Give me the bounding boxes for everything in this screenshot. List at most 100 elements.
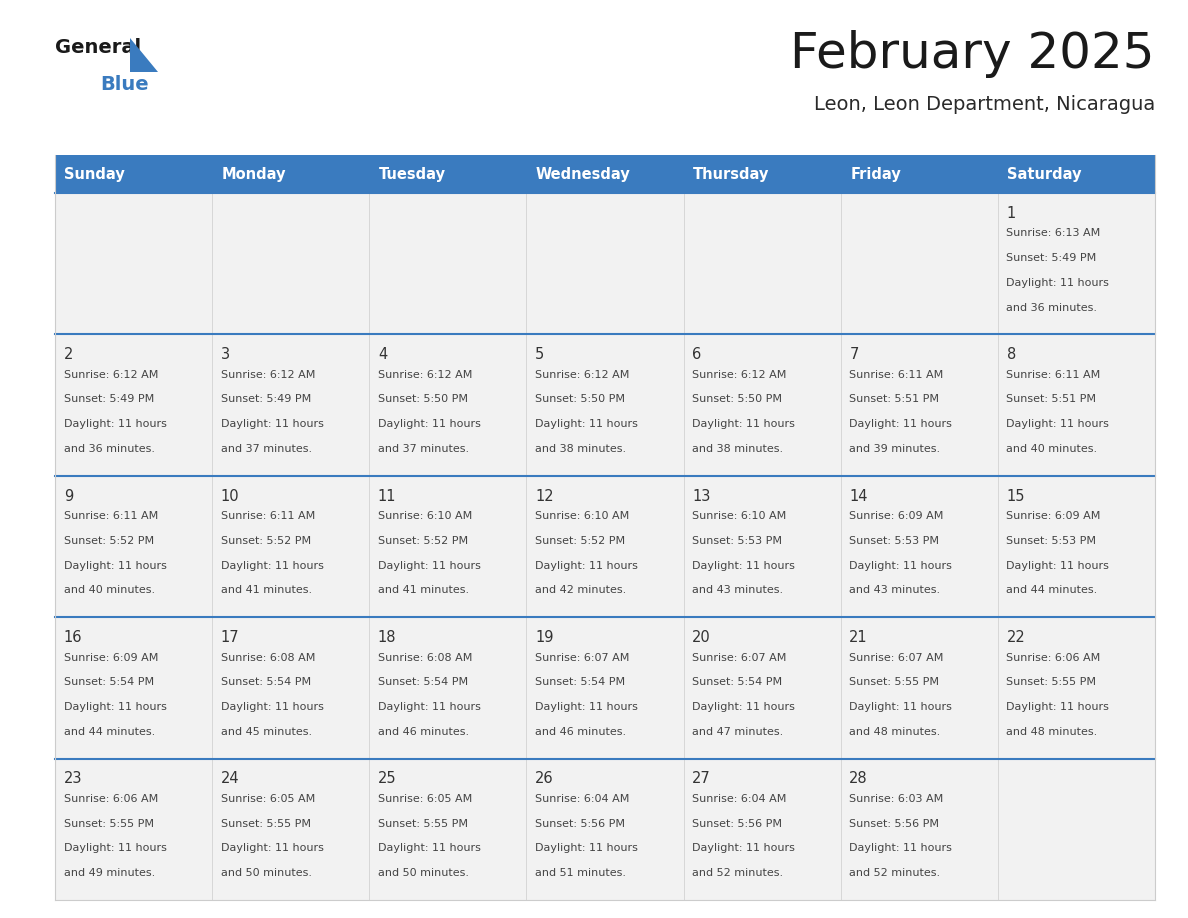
Bar [369,334,526,476]
Text: 27: 27 [693,771,710,787]
Text: 20: 20 [693,630,710,645]
Text: and 36 minutes.: and 36 minutes. [64,444,154,454]
Text: and 52 minutes.: and 52 minutes. [693,868,783,879]
Bar [369,758,526,900]
Bar [213,617,369,758]
Text: and 46 minutes.: and 46 minutes. [378,727,469,737]
Bar [55,476,213,617]
Text: and 36 minutes.: and 36 minutes. [1006,303,1098,313]
Text: Sunrise: 6:10 AM: Sunrise: 6:10 AM [378,511,472,521]
Text: Daylight: 11 hours: Daylight: 11 hours [849,420,953,430]
Text: 6: 6 [693,347,701,362]
Bar [213,476,369,617]
Bar [998,758,1155,900]
Text: Sunrise: 6:12 AM: Sunrise: 6:12 AM [64,370,158,380]
Polygon shape [129,38,158,72]
Text: Sunset: 5:49 PM: Sunset: 5:49 PM [1006,253,1097,263]
Text: 4: 4 [378,347,387,362]
Text: Sunrise: 6:09 AM: Sunrise: 6:09 AM [64,653,158,663]
Text: Sunset: 5:54 PM: Sunset: 5:54 PM [64,677,153,688]
Text: 12: 12 [535,488,554,504]
Bar [526,617,683,758]
Text: 18: 18 [378,630,397,645]
Text: Daylight: 11 hours: Daylight: 11 hours [64,561,166,571]
Text: Sunset: 5:49 PM: Sunset: 5:49 PM [64,395,154,405]
Text: Sunrise: 6:08 AM: Sunrise: 6:08 AM [378,653,473,663]
Bar [526,476,683,617]
Text: Tuesday: Tuesday [379,166,446,182]
Text: and 37 minutes.: and 37 minutes. [221,444,312,454]
Text: 28: 28 [849,771,868,787]
Text: Sunrise: 6:12 AM: Sunrise: 6:12 AM [535,370,630,380]
Text: 11: 11 [378,488,397,504]
Bar [841,758,998,900]
Text: and 48 minutes.: and 48 minutes. [1006,727,1098,737]
Text: Sunset: 5:53 PM: Sunset: 5:53 PM [849,536,940,546]
Text: Sunrise: 6:05 AM: Sunrise: 6:05 AM [221,794,315,804]
Bar [55,155,1155,193]
Text: and 46 minutes.: and 46 minutes. [535,727,626,737]
Bar [683,334,841,476]
Text: Sunset: 5:55 PM: Sunset: 5:55 PM [1006,677,1097,688]
Text: and 40 minutes.: and 40 minutes. [1006,444,1098,454]
Bar [526,334,683,476]
Text: Sunset: 5:52 PM: Sunset: 5:52 PM [535,536,625,546]
Text: Daylight: 11 hours: Daylight: 11 hours [1006,702,1110,712]
Text: Sunrise: 6:07 AM: Sunrise: 6:07 AM [535,653,630,663]
Text: 15: 15 [1006,488,1025,504]
Text: and 43 minutes.: and 43 minutes. [849,586,941,596]
Text: Sunrise: 6:07 AM: Sunrise: 6:07 AM [693,653,786,663]
Text: Sunset: 5:56 PM: Sunset: 5:56 PM [535,819,625,829]
Text: Sunday: Sunday [64,166,125,182]
Bar [526,193,683,334]
Text: Sunset: 5:55 PM: Sunset: 5:55 PM [378,819,468,829]
Text: 23: 23 [64,771,82,787]
Text: 24: 24 [221,771,240,787]
Text: Sunrise: 6:08 AM: Sunrise: 6:08 AM [221,653,315,663]
Text: Daylight: 11 hours: Daylight: 11 hours [64,844,166,854]
Text: 2: 2 [64,347,72,362]
Text: Sunrise: 6:06 AM: Sunrise: 6:06 AM [64,794,158,804]
Text: Daylight: 11 hours: Daylight: 11 hours [1006,278,1110,288]
Text: Sunset: 5:49 PM: Sunset: 5:49 PM [221,395,311,405]
Text: Daylight: 11 hours: Daylight: 11 hours [693,561,795,571]
Text: Sunrise: 6:04 AM: Sunrise: 6:04 AM [693,794,786,804]
Text: Monday: Monday [222,166,286,182]
Text: and 49 minutes.: and 49 minutes. [64,868,154,879]
Text: Sunset: 5:50 PM: Sunset: 5:50 PM [378,395,468,405]
Text: and 52 minutes.: and 52 minutes. [849,868,941,879]
Text: Daylight: 11 hours: Daylight: 11 hours [535,702,638,712]
Text: Sunrise: 6:12 AM: Sunrise: 6:12 AM [693,370,786,380]
Text: Sunrise: 6:10 AM: Sunrise: 6:10 AM [535,511,630,521]
Text: 26: 26 [535,771,554,787]
Bar [841,193,998,334]
Text: 13: 13 [693,488,710,504]
Text: Sunrise: 6:12 AM: Sunrise: 6:12 AM [221,370,315,380]
Text: Daylight: 11 hours: Daylight: 11 hours [378,844,481,854]
Text: and 51 minutes.: and 51 minutes. [535,868,626,879]
Text: and 44 minutes.: and 44 minutes. [64,727,154,737]
Text: Daylight: 11 hours: Daylight: 11 hours [64,702,166,712]
Text: Sunset: 5:54 PM: Sunset: 5:54 PM [221,677,311,688]
Text: Daylight: 11 hours: Daylight: 11 hours [64,420,166,430]
Text: 25: 25 [378,771,397,787]
Bar [998,476,1155,617]
Text: Daylight: 11 hours: Daylight: 11 hours [693,420,795,430]
Bar [841,617,998,758]
Text: and 38 minutes.: and 38 minutes. [693,444,783,454]
Text: Sunset: 5:56 PM: Sunset: 5:56 PM [849,819,940,829]
Text: 8: 8 [1006,347,1016,362]
Text: Sunrise: 6:12 AM: Sunrise: 6:12 AM [378,370,473,380]
Text: Sunrise: 6:09 AM: Sunrise: 6:09 AM [849,511,943,521]
Bar [55,193,213,334]
Text: Daylight: 11 hours: Daylight: 11 hours [378,420,481,430]
Text: and 40 minutes.: and 40 minutes. [64,586,154,596]
Text: Sunset: 5:50 PM: Sunset: 5:50 PM [535,395,625,405]
Text: Daylight: 11 hours: Daylight: 11 hours [535,844,638,854]
Text: Sunrise: 6:07 AM: Sunrise: 6:07 AM [849,653,943,663]
Bar [55,334,213,476]
Text: Sunrise: 6:11 AM: Sunrise: 6:11 AM [849,370,943,380]
Bar [998,334,1155,476]
Text: and 39 minutes.: and 39 minutes. [849,444,941,454]
Text: and 50 minutes.: and 50 minutes. [221,868,311,879]
